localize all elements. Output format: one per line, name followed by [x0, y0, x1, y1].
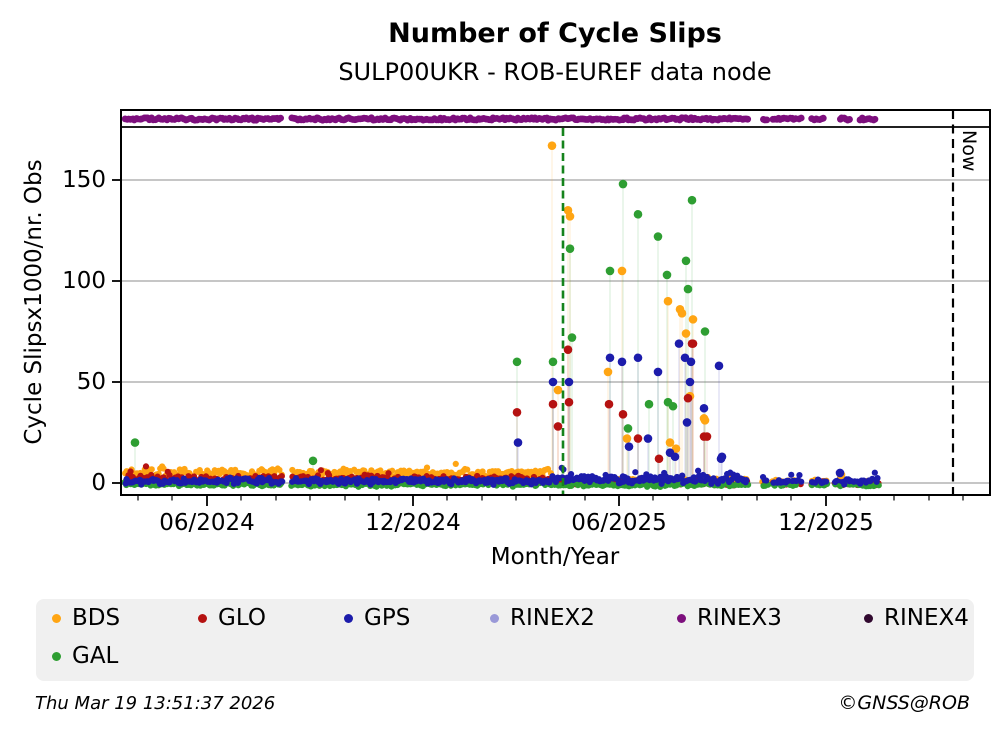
glo-dot-icon [198, 613, 207, 623]
rinex4-dot-icon [864, 613, 873, 623]
now-marker-label: Now [958, 130, 980, 172]
legend-item-gps: GPS [344, 605, 411, 631]
legend-item-rinex2: RINEX2 [490, 605, 595, 631]
y-tick-label: 100 [62, 268, 106, 294]
copyright: ©GNSS@ROB [838, 692, 970, 714]
gps-dot-icon [344, 613, 353, 623]
bds-dot-icon [52, 613, 61, 623]
legend-item-glo: GLO [198, 605, 266, 631]
y-tick-label: 150 [62, 167, 106, 193]
y-tick-label: 50 [76, 369, 106, 395]
legend-item-rinex3: RINEX3 [677, 605, 782, 631]
legend-item-gal: GAL [52, 643, 119, 669]
x-axis-label: Month/Year [490, 544, 620, 570]
y-tick-label: 0 [91, 470, 106, 496]
y-axis-label: Cycle Slipsx1000/nr. Obs [21, 159, 47, 445]
gal-dot-icon [52, 651, 61, 661]
legend-item-rinex4: RINEX4 [864, 605, 969, 631]
legend-label: RINEX4 [884, 605, 969, 631]
rinex2-dot-icon [490, 613, 499, 623]
rinex3-dot-icon [677, 613, 686, 623]
legend-label: RINEX2 [510, 605, 595, 631]
page-subtitle: SULP00UKR - ROB-EUREF data node [338, 58, 772, 86]
legend-label: GPS [364, 605, 411, 631]
legend-label: GLO [218, 605, 266, 631]
x-tick-label: 06/2024 [159, 510, 255, 536]
legend-label: RINEX3 [697, 605, 782, 631]
generation-timestamp: Thu Mar 19 13:51:37 2026 [35, 693, 276, 714]
x-tick-label: 06/2025 [571, 510, 667, 536]
x-tick-label: 12/2024 [365, 510, 461, 536]
legend-item-bds: BDS [52, 605, 121, 631]
page-title: Number of Cycle Slips [388, 18, 722, 49]
x-tick-label: 12/2025 [778, 510, 874, 536]
legend [36, 599, 974, 681]
legend-label: GAL [72, 643, 119, 669]
legend-label: BDS [72, 605, 121, 631]
